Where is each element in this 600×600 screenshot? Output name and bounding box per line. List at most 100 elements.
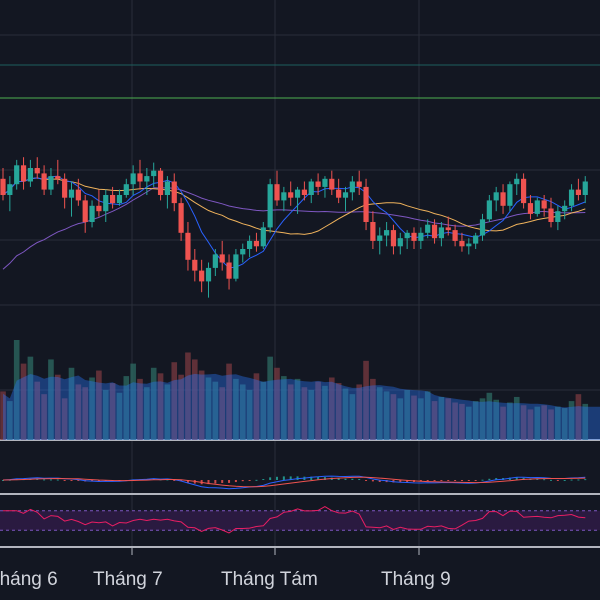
volume-bar bbox=[568, 401, 575, 440]
ma-fast-line bbox=[2, 175, 586, 269]
candle-body bbox=[349, 181, 355, 193]
macd-pane bbox=[2, 475, 587, 490]
macd-histogram-bar bbox=[56, 479, 59, 481]
candle-body bbox=[82, 200, 88, 222]
time-axis: Tháng 6 Tháng 7 Tháng Tám Tháng 9 bbox=[0, 569, 451, 590]
x-tick-label: Tháng Tám bbox=[221, 569, 318, 590]
volume-bar bbox=[157, 373, 164, 440]
volume-bar bbox=[315, 381, 321, 440]
volume-bar bbox=[226, 363, 232, 440]
volume-bar bbox=[82, 387, 88, 440]
volume-bar bbox=[20, 363, 27, 440]
x-tick-label: Tháng 7 bbox=[93, 569, 163, 590]
candle-body bbox=[130, 173, 136, 185]
candle-body bbox=[123, 184, 129, 195]
macd-histogram-bar bbox=[97, 480, 100, 482]
volume-bar bbox=[513, 396, 520, 440]
candle-body bbox=[267, 184, 273, 228]
macd-histogram-bar bbox=[399, 480, 402, 483]
candle-body bbox=[116, 195, 123, 204]
candle-body bbox=[247, 240, 253, 249]
volume-bar bbox=[287, 384, 294, 440]
macd-histogram-bar bbox=[358, 479, 361, 481]
volume-bar bbox=[322, 385, 328, 440]
volume-bar bbox=[27, 356, 34, 440]
candle-body bbox=[356, 181, 362, 187]
macd-histogram-bar bbox=[276, 476, 278, 480]
macd-histogram-bar bbox=[207, 480, 210, 485]
macd-histogram-bar bbox=[460, 480, 463, 481]
rsi-band bbox=[0, 510, 600, 531]
volume-bar bbox=[383, 391, 390, 440]
macd-histogram-bar bbox=[77, 480, 80, 481]
candle-body bbox=[466, 243, 472, 247]
macd-histogram-bar bbox=[543, 479, 546, 481]
volume-bar bbox=[424, 391, 431, 440]
macd-histogram-bar bbox=[488, 478, 491, 480]
volume-bar bbox=[150, 367, 157, 440]
macd-histogram-bar bbox=[481, 479, 484, 481]
candle-body bbox=[384, 230, 390, 236]
volume-bar bbox=[527, 409, 534, 440]
volume-bar bbox=[171, 362, 178, 440]
macd-histogram-bar bbox=[392, 480, 395, 483]
volume-ma-area bbox=[3, 373, 600, 440]
volume-bar bbox=[445, 398, 452, 440]
volume-bar bbox=[192, 359, 198, 440]
macd-histogram-bar bbox=[43, 479, 46, 481]
volume-bar bbox=[109, 383, 116, 440]
candle-body bbox=[178, 203, 184, 233]
volume-bar bbox=[267, 356, 273, 440]
volume-bar bbox=[198, 370, 205, 440]
volume-bar bbox=[370, 378, 376, 440]
candle-body bbox=[20, 165, 27, 182]
candle-body bbox=[500, 192, 506, 206]
candle-body bbox=[75, 189, 81, 201]
volume-bar bbox=[548, 409, 554, 440]
volume-bar bbox=[7, 401, 13, 440]
candle-body bbox=[431, 224, 438, 239]
candle-body bbox=[226, 262, 232, 279]
macd-histogram-bar bbox=[282, 476, 285, 480]
candle-body bbox=[14, 165, 20, 185]
volume-bar bbox=[459, 403, 465, 440]
candle-body bbox=[192, 259, 198, 271]
macd-histogram-bar bbox=[289, 476, 292, 480]
macd-histogram-bar bbox=[70, 480, 73, 481]
candle-body bbox=[219, 254, 225, 263]
candle-body bbox=[425, 224, 431, 233]
macd-histogram-bar bbox=[584, 479, 587, 481]
volume-bar bbox=[431, 401, 438, 440]
macd-histogram-bar bbox=[556, 480, 559, 481]
rsi-line bbox=[3, 506, 586, 534]
macd-histogram-bar bbox=[248, 480, 251, 481]
candle-body bbox=[315, 181, 321, 187]
macd-histogram-bar bbox=[515, 477, 518, 480]
volume-layer bbox=[0, 340, 589, 440]
candle-body bbox=[486, 200, 492, 220]
candle-body bbox=[96, 205, 102, 212]
candle-body bbox=[7, 184, 13, 195]
candle-body bbox=[548, 208, 554, 222]
volume-bar bbox=[274, 367, 280, 440]
candle-body bbox=[336, 189, 342, 198]
volume-bar bbox=[534, 406, 541, 440]
volume-bar bbox=[253, 373, 260, 440]
candle-body bbox=[205, 267, 212, 282]
macd-histogram-bar bbox=[36, 478, 39, 480]
horizontal-lines-layer[interactable] bbox=[0, 64, 600, 99]
candles-layer bbox=[0, 157, 588, 298]
candle-body bbox=[164, 181, 170, 195]
candle-body bbox=[144, 176, 150, 182]
volume-bar bbox=[164, 384, 171, 440]
candle-body bbox=[41, 173, 47, 190]
candle-body bbox=[27, 168, 33, 182]
candle-body bbox=[171, 181, 177, 204]
candle-body bbox=[274, 184, 280, 201]
candle-body bbox=[438, 227, 444, 239]
candle-body bbox=[411, 232, 417, 241]
volume-bar bbox=[260, 381, 267, 440]
candle-body bbox=[534, 200, 540, 214]
